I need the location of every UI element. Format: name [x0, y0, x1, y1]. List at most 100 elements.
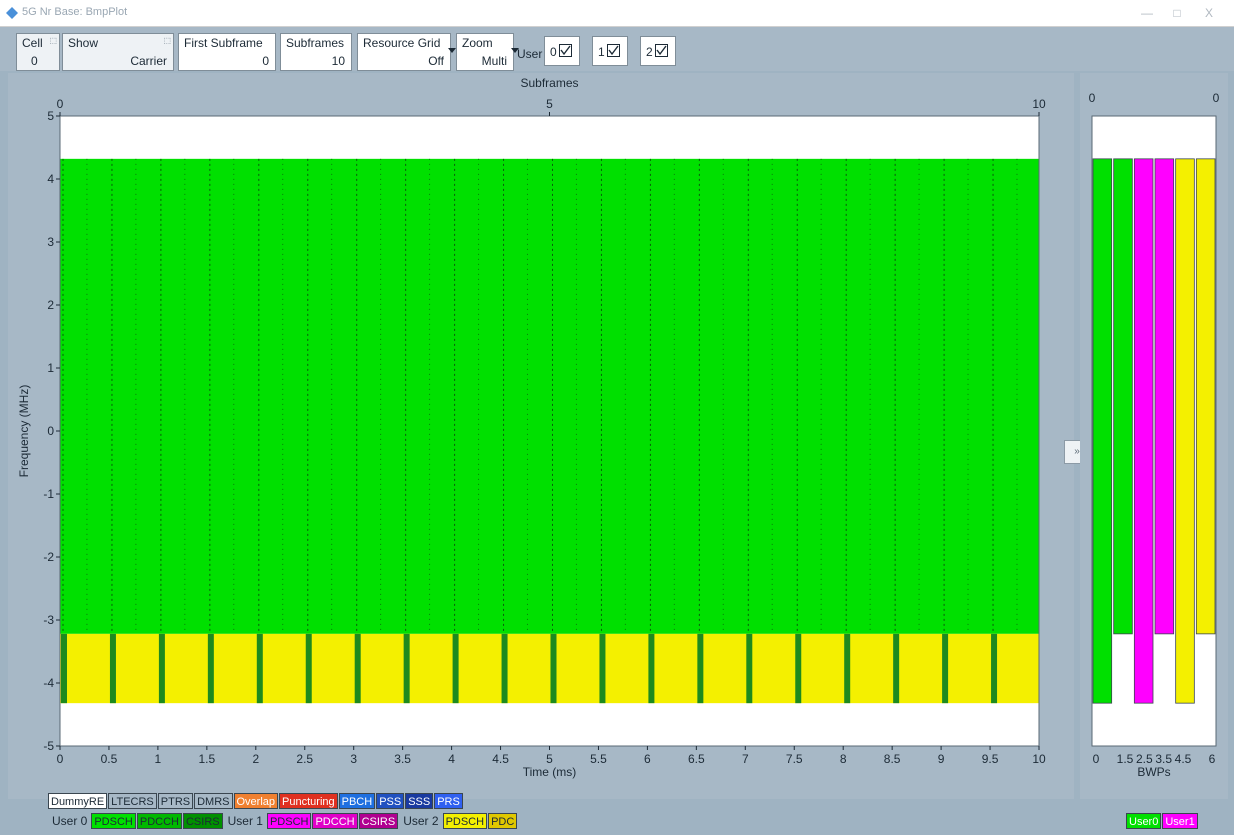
pdcch-block — [207, 633, 214, 704]
x-tick-label: 6 — [644, 752, 651, 766]
zoom-value: Multi — [481, 54, 507, 68]
subframes-field[interactable]: Subframes 10 — [280, 33, 352, 71]
region-2 — [60, 633, 1039, 704]
legend-item-pdsch[interactable]: PDSCH — [91, 813, 136, 829]
legend-item-pdcch[interactable]: PDCCH — [136, 813, 182, 829]
legend-row-signals: DummyRE LTECRS PTRS DMRS Overlap Puncturing PB… — [48, 792, 464, 810]
bwp-plot-background — [1092, 116, 1216, 746]
x-tick-label: 1 — [155, 752, 162, 766]
pdcch-block — [550, 633, 557, 704]
maximize-button[interactable]: □ — [1173, 6, 1181, 20]
bwp-bar — [1113, 158, 1133, 635]
legend-item-pdsch[interactable]: PDSCH — [442, 813, 488, 829]
show-value: Carrier — [130, 54, 167, 68]
legend-item-puncturing[interactable]: Puncturing — [279, 793, 338, 809]
top-tick-label: 10 — [1032, 97, 1046, 111]
legend-item-user0[interactable]: User0 — [1126, 813, 1162, 829]
legend-item-csirs[interactable]: CSIRS — [182, 813, 223, 829]
x-tick-label: 7.5 — [786, 752, 803, 766]
legend-item-csirs[interactable]: CSIRS — [358, 813, 399, 829]
first-subframe-field[interactable]: First Subframe 0 — [178, 33, 276, 71]
resource-grid-chart[interactable]: 0 0.5 1 1.5 2 2.5 3 3.5 4 4.5 5 5.5 6 6.5 7 7.5 8 8.5 9 9.5… — [8, 73, 1074, 799]
x-tick-label: 2 — [252, 752, 259, 766]
bwp-chart[interactable]: 0 0 0 1.5 2.5 3.5 4.5 6 BWPs — [1080, 73, 1228, 799]
pdcch-block — [403, 633, 410, 704]
pdcch-block — [452, 633, 459, 704]
legend-item-dummyre[interactable]: DummyRE — [48, 793, 108, 809]
bwp-bar — [1195, 158, 1216, 635]
pdcch-block — [354, 633, 361, 704]
cell-corner-icon: ⬚ — [49, 36, 57, 45]
minimize-button[interactable]: — — [1141, 6, 1153, 20]
show-corner-icon: ⬚ — [163, 36, 171, 45]
y-axis-title: Frequency (MHz) — [17, 385, 31, 478]
legend-item-pdsch[interactable]: PDSCH — [266, 813, 312, 829]
pdcch-block — [991, 633, 998, 704]
zoom-chevron-down-icon — [511, 48, 519, 53]
x-tick-label: 10 — [1032, 752, 1046, 766]
bwp-x-tick-label: 6 — [1209, 752, 1216, 766]
resource-plot-panel: 0 0.5 1 1.5 2 2.5 3 3.5 4 4.5 5 5.5 6 6.5 7 7.5 8 8.5 9 9.5… — [8, 73, 1074, 799]
legend-item-overlap[interactable]: Overlap — [233, 793, 279, 809]
legend-item-ptrs[interactable]: PTRS — [157, 793, 194, 809]
pdcch-block — [648, 633, 655, 704]
subframes-value: 10 — [331, 54, 345, 68]
y-tick-label: 5 — [47, 109, 54, 123]
show-label: Show — [68, 36, 99, 50]
bwp-bar — [1175, 158, 1195, 704]
bwp-x-tick-label: 4.5 — [1175, 752, 1192, 766]
top-axis-title: Subframes — [520, 76, 578, 90]
x-tick-label: 0 — [57, 752, 64, 766]
legend-item-user1[interactable]: User1 — [1162, 813, 1198, 829]
legend-row-users: User 0 PDSCH PDCCH CSIRS User 1 PDSCH PDCCH CSI… — [48, 812, 518, 830]
x-tick-label: 4 — [448, 752, 455, 766]
legend-item-prs[interactable]: PRS — [434, 793, 463, 809]
pdcch-block — [256, 633, 263, 704]
legend-item-sss[interactable]: SSS — [405, 793, 434, 809]
user-1-checkbox[interactable]: 1 — [592, 36, 628, 66]
bwp-x-tick-label: 3.5 — [1155, 752, 1172, 766]
show-selector[interactable]: Show ⬚ Carrier — [62, 33, 174, 71]
pdcch-block — [109, 633, 116, 704]
user-2-label: 2 — [646, 45, 653, 59]
subframes-label: Subframes — [286, 36, 345, 50]
pdcch-block — [501, 633, 508, 704]
resource-grid-label: Resource Grid — [363, 36, 441, 50]
pdcch-block — [158, 633, 165, 704]
pdcch-block — [844, 633, 851, 704]
x-tick-label: 7 — [742, 752, 749, 766]
window-title: 5G Nr Base: BmpPlot — [22, 6, 128, 18]
user-0-checkbox[interactable]: 0 — [544, 36, 580, 66]
top-tick-label: 0 — [57, 97, 64, 111]
zoom-dropdown[interactable]: Zoom Multi — [456, 33, 519, 71]
cell-selector[interactable]: Cell ⬚ 0 — [16, 33, 60, 71]
y-tick-label: 2 — [47, 298, 54, 312]
legend-item-pbch[interactable]: PBCH — [338, 793, 376, 809]
user-2-checkbox[interactable]: 2 — [640, 36, 676, 66]
legend-item-pdcch[interactable]: PDCCH — [312, 813, 358, 829]
bwp-panel: 0 0 0 1.5 2.5 3.5 4.5 6 BWPs — [1080, 73, 1228, 799]
bwp-x-tick-label: 0 — [1093, 752, 1100, 766]
legend-user-label: User 0 — [52, 814, 88, 828]
y-tick-label: 3 — [47, 235, 54, 249]
legend-item-dmrs[interactable]: DMRS — [194, 793, 233, 809]
pdcch-block — [697, 633, 704, 704]
legend-item-pdc[interactable]: PDC — [488, 813, 518, 829]
app-icon — [6, 7, 18, 19]
first-subframe-value: 0 — [262, 54, 269, 68]
close-button[interactable]: X — [1204, 6, 1213, 20]
legend-user-label: User 1 — [227, 814, 263, 828]
x-tick-label: 0.5 — [101, 752, 118, 766]
y-tick-label: -3 — [43, 613, 54, 627]
legend-item-pss[interactable]: PSS — [376, 793, 405, 809]
x-tick-label: 8.5 — [884, 752, 901, 766]
pdcch-block — [942, 633, 949, 704]
legend-item-ltecrs[interactable]: LTECRS — [108, 793, 157, 809]
pdcch-block — [893, 633, 900, 704]
x-tick-label: 4.5 — [492, 752, 509, 766]
x-tick-label: 2.5 — [296, 752, 313, 766]
bwp-x-axis-title: BWPs — [1137, 765, 1170, 779]
resource-grid-dropdown[interactable]: Resource Grid Off — [357, 33, 456, 71]
bwp-plot-frame — [1091, 115, 1217, 747]
x-tick-label: 5.5 — [590, 752, 607, 766]
